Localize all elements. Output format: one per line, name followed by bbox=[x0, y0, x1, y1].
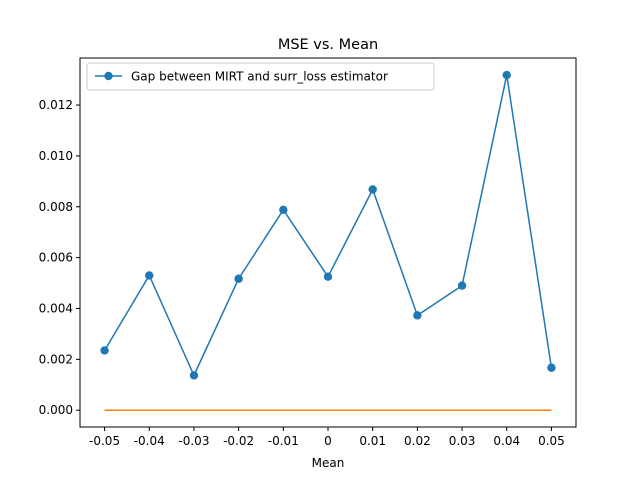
x-tick-label: 0.05 bbox=[538, 434, 565, 448]
x-tick-label: -0.01 bbox=[268, 434, 299, 448]
y-tick-label: 0.012 bbox=[39, 98, 73, 112]
legend-marker-sample bbox=[104, 71, 113, 81]
x-tick-label: 0.04 bbox=[493, 434, 520, 448]
y-tick-label: 0.000 bbox=[39, 403, 73, 417]
series-1-point bbox=[189, 371, 199, 380]
chart-title: MSE vs. Mean bbox=[278, 37, 378, 53]
y-tick-label: 0.004 bbox=[39, 301, 73, 315]
series-1-point bbox=[502, 70, 511, 80]
series-1-point bbox=[279, 205, 288, 215]
y-tick-label: 0.008 bbox=[39, 200, 73, 214]
series-1-point bbox=[457, 281, 467, 290]
x-tick-label: 0 bbox=[324, 434, 332, 448]
series-1-point bbox=[547, 363, 556, 372]
series-1-point bbox=[413, 311, 422, 320]
y-tick-label: 0.010 bbox=[39, 149, 73, 163]
series-1-point bbox=[368, 185, 377, 194]
series-1-point bbox=[323, 272, 333, 281]
series-1-point bbox=[100, 346, 109, 355]
x-axis-label: Mean bbox=[312, 456, 345, 470]
legend: Gap between MIRT and surr_loss estimator bbox=[86, 62, 435, 91]
legend-frame bbox=[86, 62, 435, 91]
y-tick-label: 0.002 bbox=[39, 352, 73, 366]
legend-label-series-1: Gap between MIRT and surr_loss estimator bbox=[131, 70, 388, 84]
x-tick-label: -0.02 bbox=[223, 434, 254, 448]
x-tick-label: 0.01 bbox=[359, 434, 386, 448]
series-1-point bbox=[234, 274, 243, 283]
x-tick-label: -0.05 bbox=[89, 434, 120, 448]
x-tick-label: 0.03 bbox=[449, 434, 476, 448]
x-tick-label: -0.03 bbox=[178, 434, 209, 448]
y-tick-label: 0.006 bbox=[39, 251, 73, 265]
series-1-point bbox=[145, 271, 154, 280]
x-tick-label: -0.04 bbox=[134, 434, 165, 448]
x-tick-label: 0.02 bbox=[404, 434, 431, 448]
plot-area: -0.05 -0.04 -0.03 -0.02 -0.01 0 0.01 0.02 0.03 0.… bbox=[39, 57, 577, 448]
